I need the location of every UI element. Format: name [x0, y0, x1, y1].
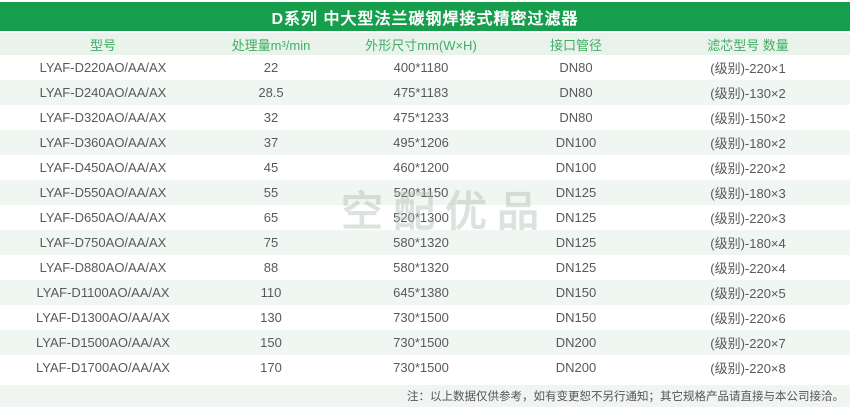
filter-element-cell: (级别)-130×2	[710, 86, 786, 101]
capacity-cell: 37	[263, 135, 279, 150]
dimensions-cell: 520*1300	[393, 210, 449, 225]
table-row: LYAF-D240AO/AA/AX 28.5 475*1183 DN80 (级别)-13…	[0, 80, 850, 105]
capacity-cell: 170	[260, 360, 282, 375]
capacity-cell: 28.5	[258, 85, 284, 100]
table-row: LYAF-D1100AO/AA/AX 110 645*1380 DN150 (级别)-2…	[0, 280, 850, 305]
model-cell: LYAF-D360AO/AA/AX	[39, 135, 167, 150]
table-row: LYAF-D220AO/AA/AX 22 400*1180 DN80 (级别)-220×…	[0, 55, 850, 80]
pipe-diameter-cell: DN150	[555, 310, 597, 325]
pipe-diameter-cell: DN80	[559, 60, 593, 75]
filter-element-cell: (级别)-180×2	[710, 136, 786, 151]
model-cell: LYAF-D880AO/AA/AX	[39, 260, 167, 275]
filter-element-cell: (级别)-150×2	[710, 111, 786, 126]
capacity-cell: 65	[263, 210, 279, 225]
pipe-diameter-cell: DN125	[555, 210, 597, 225]
table-row: LYAF-D1300AO/AA/AX 130 730*1500 DN150 (级别)-2…	[0, 305, 850, 330]
pipe-diameter-cell: DN125	[555, 185, 597, 200]
header-model: 型号	[0, 33, 206, 55]
header-dimensions: 外形尺寸mm(W×H)	[336, 33, 506, 55]
capacity-cell: 22	[263, 60, 279, 75]
filter-element-cell: (级别)-220×8	[710, 361, 786, 376]
pipe-diameter-cell: DN80	[559, 110, 593, 125]
pipe-diameter-cell: DN125	[555, 260, 597, 275]
table-header-row: 型号 处理量m³/min 外形尺寸mm(W×H) 接口管径 滤芯型号 数量	[0, 33, 850, 55]
filter-element-cell: (级别)-220×2	[710, 161, 786, 176]
spec-table: 型号 处理量m³/min 外形尺寸mm(W×H) 接口管径 滤芯型号 数量 LY…	[0, 33, 850, 380]
dimensions-cell: 460*1200	[393, 160, 449, 175]
table-row: LYAF-D320AO/AA/AX 32 475*1233 DN80 (级别)-150×…	[0, 105, 850, 130]
model-cell: LYAF-D550AO/AA/AX	[39, 185, 167, 200]
page-title: D系列 中大型法兰碳钢焊接式精密过滤器	[0, 2, 850, 31]
table-body: LYAF-D220AO/AA/AX 22 400*1180 DN80 (级别)-220×…	[0, 55, 850, 380]
capacity-cell: 55	[263, 185, 279, 200]
table-row: LYAF-D550AO/AA/AX 55 520*1150 DN125 (级别)-180…	[0, 180, 850, 205]
pipe-diameter-cell: DN200	[555, 360, 597, 375]
capacity-cell: 45	[263, 160, 279, 175]
model-cell: LYAF-D240AO/AA/AX	[39, 85, 167, 100]
table-row: LYAF-D1700AO/AA/AX 170 730*1500 DN200 (级别)-2…	[0, 355, 850, 380]
dimensions-cell: 520*1150	[393, 185, 449, 200]
model-cell: LYAF-D1500AO/AA/AX	[36, 335, 170, 350]
filter-element-cell: (级别)-220×6	[710, 311, 786, 326]
filter-element-cell: (级别)-220×4	[710, 261, 786, 276]
pipe-diameter-cell: DN100	[555, 135, 597, 150]
filter-element-cell: (级别)-220×7	[710, 336, 786, 351]
model-cell: LYAF-D1100AO/AA/AX	[36, 285, 170, 300]
dimensions-cell: 495*1206	[393, 135, 449, 150]
header-pipe-diameter: 接口管径	[506, 33, 646, 55]
pipe-diameter-cell: DN200	[555, 335, 597, 350]
model-cell: LYAF-D1700AO/AA/AX	[36, 360, 170, 375]
model-cell: LYAF-D220AO/AA/AX	[39, 60, 167, 75]
capacity-cell: 110	[260, 285, 282, 300]
dimensions-cell: 580*1320	[393, 235, 449, 250]
filter-element-cell: (级别)-220×5	[710, 286, 786, 301]
dimensions-cell: 475*1183	[393, 85, 449, 100]
capacity-cell: 75	[263, 235, 279, 250]
model-cell: LYAF-D1300AO/AA/AX	[36, 310, 170, 325]
filter-element-cell: (级别)-220×1	[710, 61, 786, 76]
header-filter-element: 滤芯型号 数量	[646, 33, 850, 55]
pipe-diameter-cell: DN125	[555, 235, 597, 250]
pipe-diameter-cell: DN150	[555, 285, 597, 300]
dimensions-cell: 400*1180	[393, 60, 449, 75]
filter-element-cell: (级别)-220×3	[710, 211, 786, 226]
dimensions-cell: 475*1233	[393, 110, 449, 125]
capacity-cell: 150	[260, 335, 282, 350]
capacity-cell: 88	[263, 260, 279, 275]
dimensions-cell: 645*1380	[393, 285, 449, 300]
filter-element-cell: (级别)-180×3	[710, 186, 786, 201]
table-row: LYAF-D880AO/AA/AX 88 580*1320 DN125 (级别)-220…	[0, 255, 850, 280]
model-cell: LYAF-D650AO/AA/AX	[39, 210, 167, 225]
capacity-cell: 130	[260, 310, 282, 325]
pipe-diameter-cell: DN80	[559, 85, 593, 100]
dimensions-cell: 730*1500	[393, 335, 449, 350]
dimensions-cell: 730*1500	[393, 310, 449, 325]
dimensions-cell: 730*1500	[393, 360, 449, 375]
pipe-diameter-cell: DN100	[555, 160, 597, 175]
table-row: LYAF-D750AO/AA/AX 75 580*1320 DN125 (级别)-180…	[0, 230, 850, 255]
model-cell: LYAF-D750AO/AA/AX	[39, 235, 167, 250]
table-row: LYAF-D360AO/AA/AX 37 495*1206 DN100 (级别)-180…	[0, 130, 850, 155]
header-capacity: 处理量m³/min	[206, 33, 336, 55]
capacity-cell: 32	[263, 110, 279, 125]
dimensions-cell: 580*1320	[393, 260, 449, 275]
footer-note: 注：以上数据仅供参考，如有变更恕不另行通知；其它规格产品请直接与本公司接洽。	[0, 385, 850, 407]
table-row: LYAF-D1500AO/AA/AX 150 730*1500 DN200 (级别)-2…	[0, 330, 850, 355]
table-row: LYAF-D650AO/AA/AX 65 520*1300 DN125 (级别)-220…	[0, 205, 850, 230]
table-row: LYAF-D450AO/AA/AX 45 460*1200 DN100 (级别)-220…	[0, 155, 850, 180]
model-cell: LYAF-D450AO/AA/AX	[39, 160, 167, 175]
model-cell: LYAF-D320AO/AA/AX	[39, 110, 167, 125]
filter-element-cell: (级别)-180×4	[710, 236, 786, 251]
